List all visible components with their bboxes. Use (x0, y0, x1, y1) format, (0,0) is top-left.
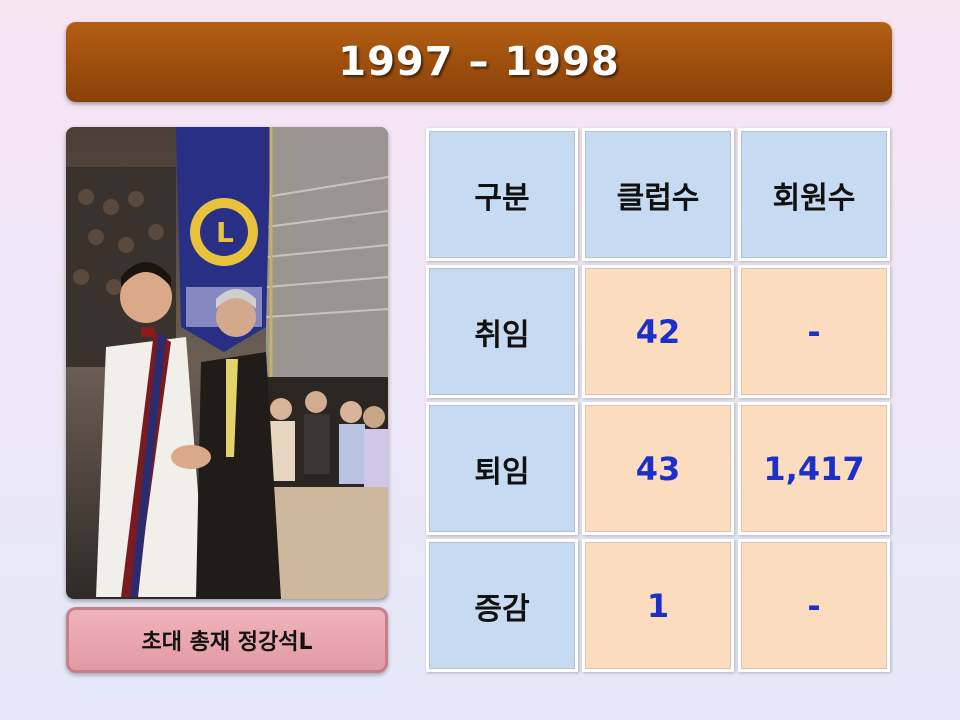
clubs-value-change: 1 (582, 539, 734, 672)
photo-caption: 초대 총재 정강석L (141, 630, 313, 655)
clubs-value-inauguration: 42 (582, 265, 734, 398)
stats-table: 구분 클럽수 회원수 취임 42 - 퇴임 43 1,417 증감 1 - (424, 126, 892, 674)
clubs-value-retirement: 43 (582, 402, 734, 535)
row-label-change: 증감 (426, 539, 578, 672)
svg-text:L: L (216, 216, 234, 249)
ceremony-photo: L (66, 127, 388, 599)
header-members: 회원수 (738, 128, 890, 261)
row-label-inauguration: 취임 (426, 265, 578, 398)
members-value-change: - (738, 539, 890, 672)
slide-title: 1997 – 1998 (338, 39, 620, 85)
members-value-retirement: 1,417 (738, 402, 890, 535)
members-value-inauguration: - (738, 265, 890, 398)
row-label-retirement: 퇴임 (426, 402, 578, 535)
header-clubs: 클럽수 (582, 128, 734, 261)
title-bar: 1997 – 1998 (66, 22, 892, 102)
photo-caption-box: 초대 총재 정강석L (66, 607, 388, 673)
header-category: 구분 (426, 128, 578, 261)
